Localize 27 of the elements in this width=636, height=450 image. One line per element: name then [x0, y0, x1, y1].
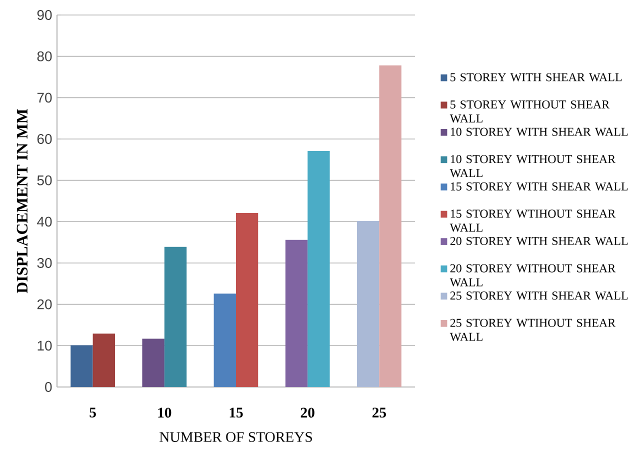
y-tick-label: 20: [37, 299, 52, 310]
y-tick-label: 60: [37, 134, 52, 144]
legend-label: 5 STOREY WITHOUT SHEAR WALL: [450, 100, 610, 123]
y-tick-label: 70: [37, 92, 52, 103]
y-tick-label: 10: [38, 340, 52, 351]
y-tick-label: 30: [37, 258, 52, 268]
legend-label: 15 STOREY WTIHOUT SHEAR WALL: [450, 210, 616, 232]
legend-label: 10 STOREY WITHOUT SHEAR WALL: [450, 155, 616, 178]
x-tick-label: 10: [158, 408, 172, 418]
legend-label: 20 STOREY WITHOUT SHEAR WALL: [450, 264, 616, 286]
x-tick-label: 20: [300, 408, 314, 418]
legend-label: 15 STOREY WITH SHEAR WALL: [450, 182, 628, 191]
legend-label: 25 STOREY WTIHOUT SHEAR WALL: [450, 318, 616, 341]
y-tick-label: 90: [37, 10, 52, 20]
legend-label: 20 STOREY WITH SHEAR WALL: [450, 236, 628, 246]
x-tick-label: 25: [372, 408, 386, 418]
y-tick-label: 50: [37, 175, 52, 186]
legend-label: 10 STOREY WITH SHEAR WALL: [450, 128, 628, 136]
x-tick-label: 15: [230, 408, 243, 418]
legend-label: 25 STOREY WITH SHEAR WALL: [450, 292, 628, 300]
x-axis-title: NUMBER OF STOREYS: [160, 432, 312, 442]
y-tick-label: 80: [37, 51, 52, 62]
y-axis-title: DISPLACEMENT IN MM: [16, 109, 28, 294]
x-tick-label: 5: [90, 408, 96, 418]
legend-label: 5 STOREY WITH SHEAR WALL: [450, 73, 622, 82]
y-tick-label: 0: [45, 382, 52, 392]
y-tick-label: 40: [37, 216, 52, 227]
